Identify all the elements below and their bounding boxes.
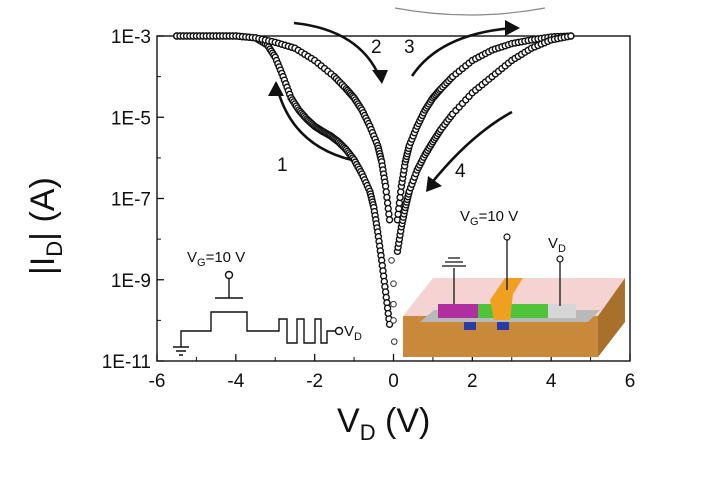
arrow-4-head: [426, 176, 442, 192]
device-drain-label: VD: [548, 235, 566, 255]
y-axis: 1E-11 1E-9 1E-7 1E-5 1E-3: [102, 27, 164, 373]
annotation-3: 3: [404, 37, 415, 58]
x-tick-label: -2: [306, 371, 323, 392]
y-axis-title: |ID| (A): [24, 177, 67, 275]
drain-terminal-icon: [334, 326, 344, 336]
data-point: [388, 257, 395, 264]
data-point: [385, 320, 394, 329]
circuit-waveform: [180, 311, 335, 344]
x-tick-label: 0: [388, 371, 399, 392]
gate-pad-left: [464, 322, 476, 330]
circuit-inset: [173, 270, 344, 356]
x-tick-label: 6: [625, 371, 636, 392]
x-axis: -6 -4 -2 0 2 4 6: [149, 354, 636, 392]
ground-icon: [442, 257, 466, 267]
y-tick-label: 1E-5: [111, 108, 151, 129]
device-gate-label: VG=10 V: [460, 208, 518, 228]
x-tick-label: 4: [546, 371, 557, 392]
annotation-4: 4: [455, 161, 466, 182]
x-tick-label: -4: [227, 371, 244, 392]
gate-pad-right: [497, 322, 509, 330]
arrow-4: [428, 110, 513, 186]
series-sweep-open-points: [388, 257, 398, 345]
substrate-side: [598, 278, 625, 357]
data-point: [390, 338, 398, 345]
gate-wire: [215, 278, 243, 299]
data-layer: [173, 32, 575, 345]
sweep-arrows: [268, 20, 520, 192]
arrow-2-head: [372, 70, 388, 84]
drain-probe-terminal-icon: [556, 255, 564, 263]
drain-electrode: [548, 304, 576, 318]
gate-electrode: [490, 278, 523, 320]
annotation-2: 2: [371, 37, 382, 58]
y-tick-label: 1E-9: [111, 271, 151, 292]
y-tick-label: 1E-3: [111, 27, 151, 48]
x-tick-label: -6: [149, 371, 166, 392]
top-arc-decoration: [394, 7, 546, 16]
y-tick-label: 1E-7: [111, 190, 151, 211]
data-point: [390, 317, 397, 324]
channel-green: [478, 304, 548, 318]
circuit-gate-label: VG=10 V: [187, 249, 245, 269]
circuit-drain-label: VD: [344, 323, 362, 343]
data-point: [385, 216, 394, 224]
gate-terminal-icon: [224, 270, 234, 280]
data-point: [390, 280, 397, 287]
arrow-1-head: [268, 81, 284, 96]
annotation-1: 1: [277, 155, 288, 176]
series-sweep-3-4: [393, 32, 575, 224]
x-tick-label: 2: [467, 371, 478, 392]
arrow-2: [293, 21, 382, 79]
source-electrode: [438, 304, 478, 318]
arrow-3-head: [505, 20, 520, 36]
series-sweep-2-3: [173, 32, 394, 224]
substrate-front: [403, 316, 598, 357]
gate-probe-terminal-icon: [503, 233, 511, 241]
arrow-3: [410, 26, 513, 77]
series-sweep-4: [393, 32, 575, 256]
device-inset: [403, 233, 625, 357]
y-tick-label: 1E-11: [102, 352, 151, 373]
circuit-ground-icon: [173, 340, 189, 356]
data-point: [567, 32, 575, 40]
data-point: [390, 300, 397, 308]
series-sweep-1-2: [173, 32, 394, 329]
x-axis-title: VD (V): [337, 402, 430, 445]
